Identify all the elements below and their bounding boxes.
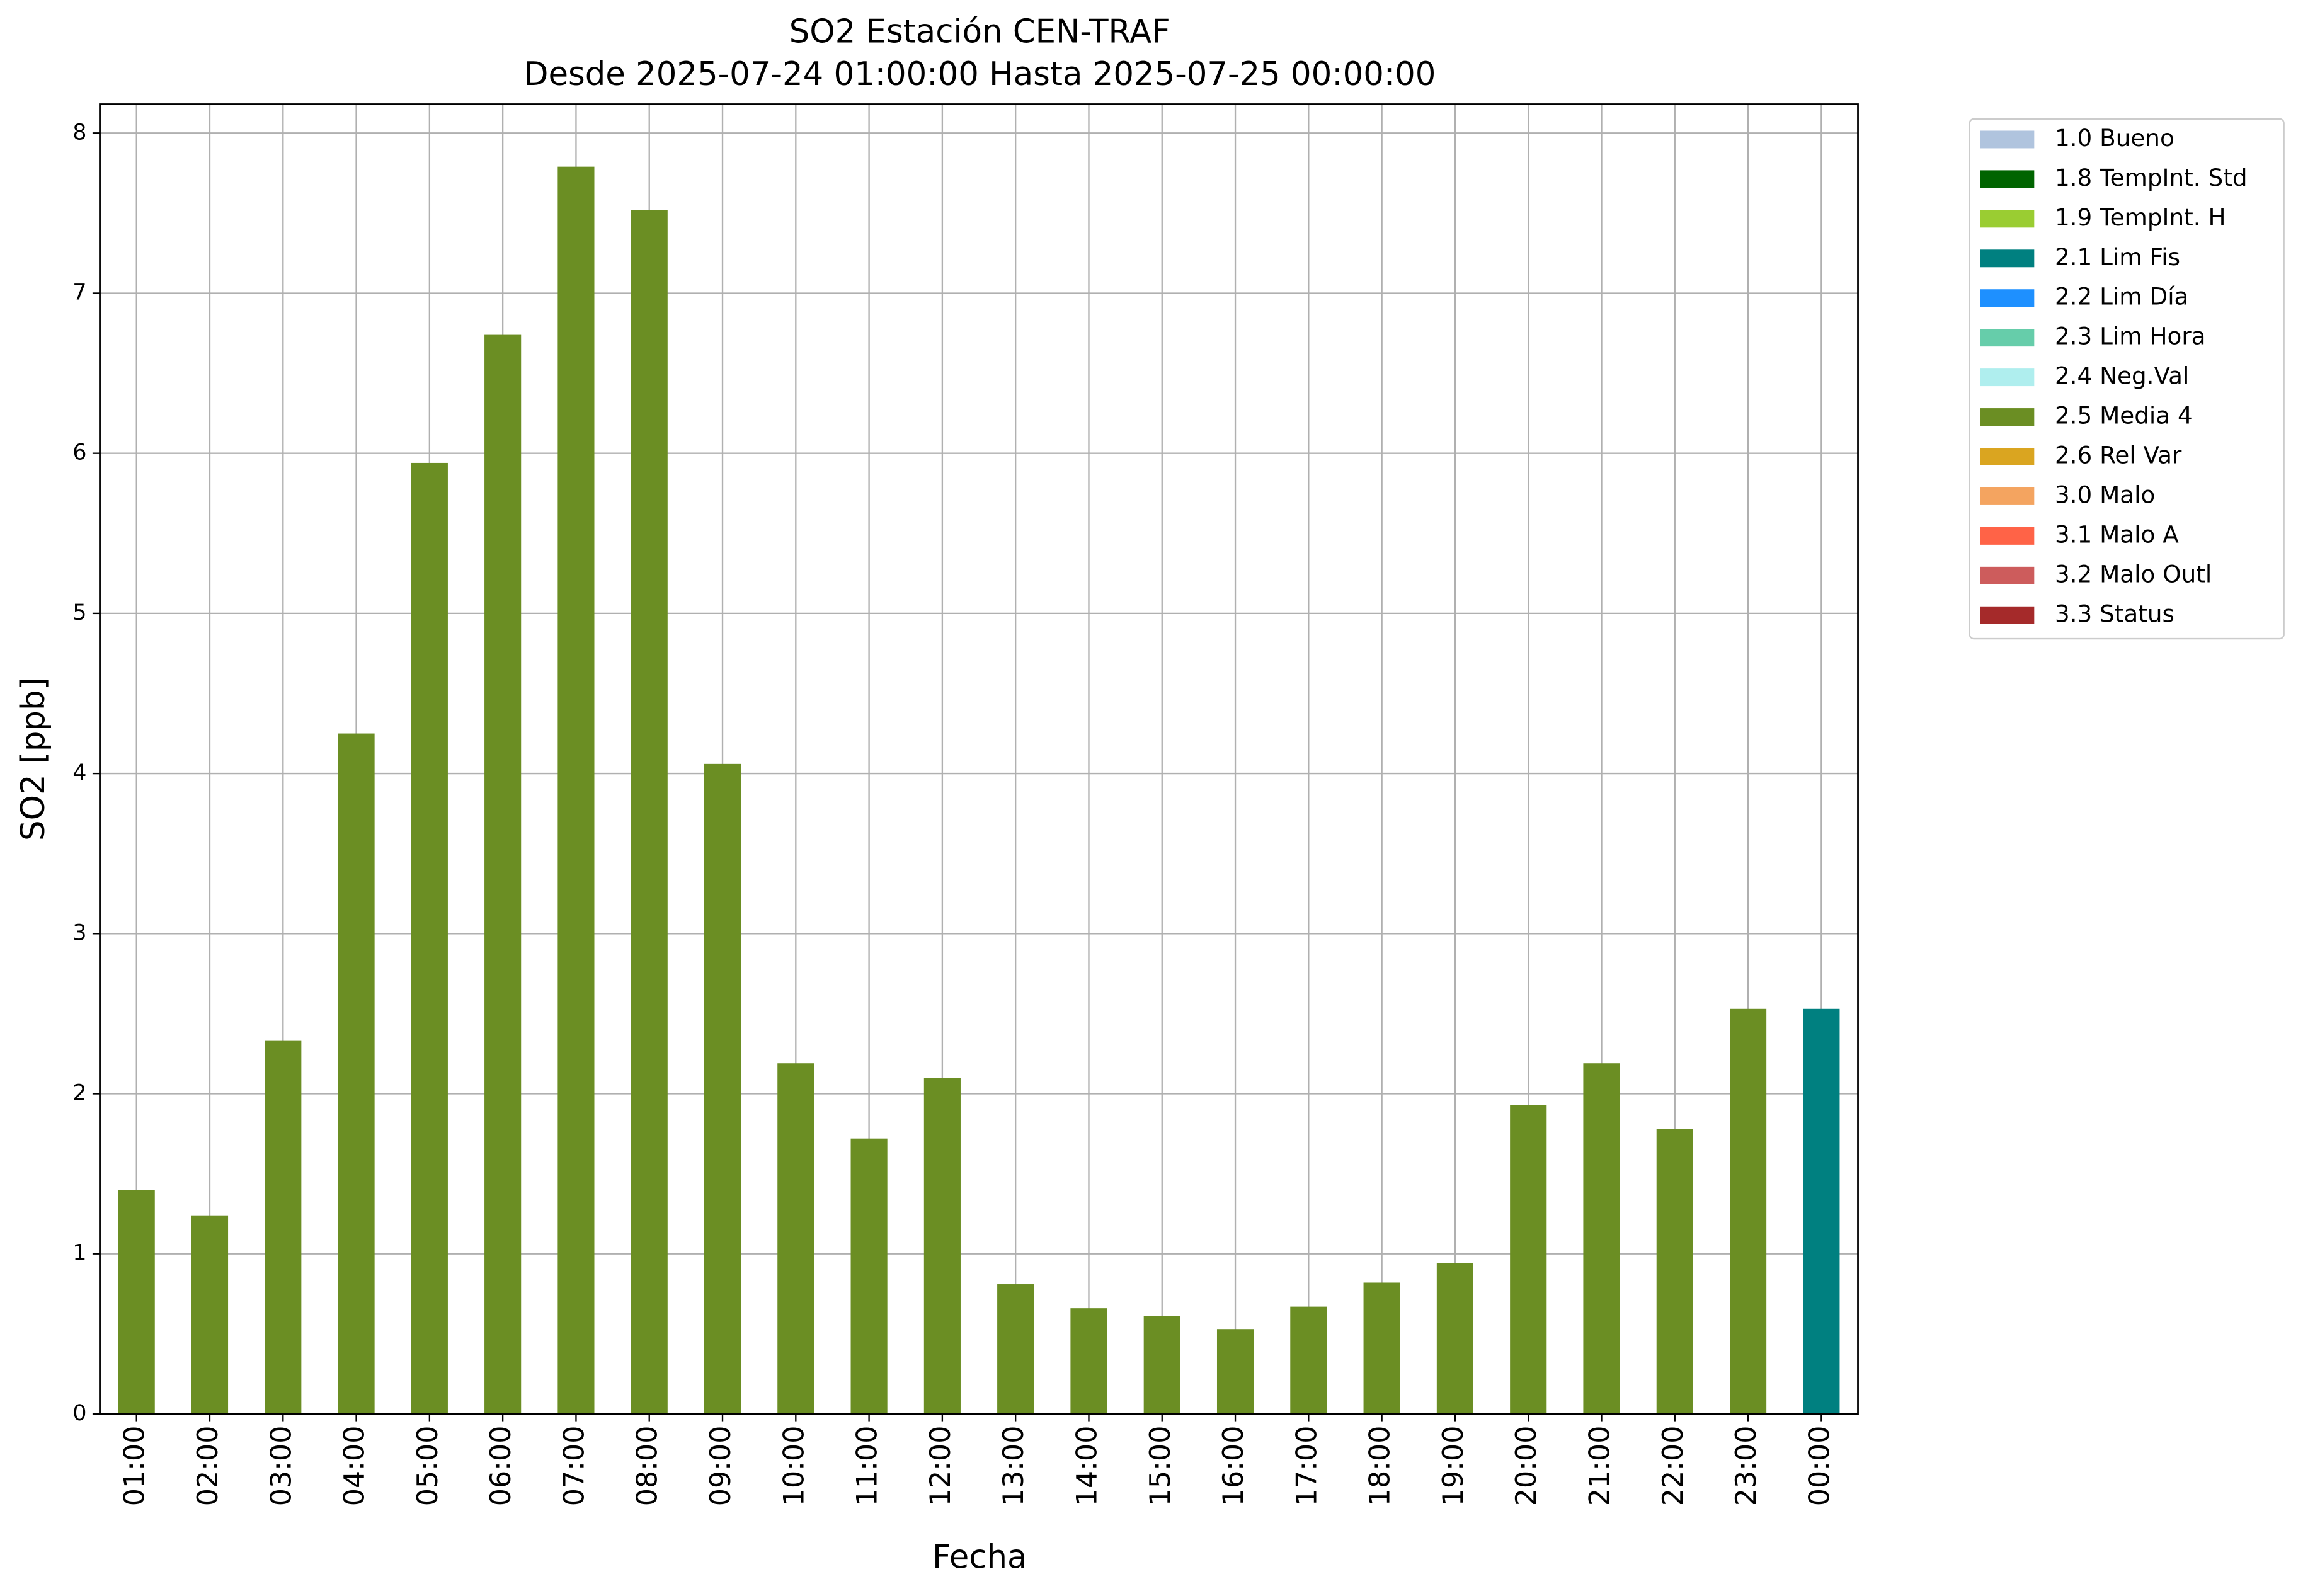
bar [1730,1008,1767,1414]
bar [265,1040,302,1414]
x-tick-label: 07:00 [558,1426,590,1507]
x-tick-label: 13:00 [998,1426,1030,1507]
legend-label: 3.1 Malo A [2055,520,2179,548]
x-tick-label: 03:00 [265,1426,297,1507]
legend-swatch [1980,566,2035,584]
legend-swatch [1980,210,2035,228]
bar [1363,1282,1400,1414]
legend-label: 2.5 Media 4 [2055,402,2193,430]
legend-label: 2.6 Rel Var [2055,442,2182,469]
x-tick-label: 08:00 [632,1426,664,1507]
y-tick-label: 6 [72,440,86,465]
legend-label: 3.0 Malo [2055,481,2155,508]
bar [704,763,741,1414]
chart-title: SO2 Estación CEN-TRAF [789,13,1170,51]
bar [997,1284,1034,1414]
y-axis-label: SO2 [ppb] [14,677,52,840]
x-tick-label: 18:00 [1364,1426,1397,1507]
bar [484,334,522,1414]
bar [923,1078,961,1414]
y-tick-label: 2 [72,1081,86,1106]
y-tick-label: 0 [72,1401,86,1426]
x-tick-label: 10:00 [778,1426,810,1507]
bar [338,733,375,1414]
bar [1656,1129,1693,1414]
y-tick-label: 3 [72,920,86,945]
x-tick-label: 01:00 [119,1426,151,1507]
legend-swatch [1980,408,2035,426]
legend-label: 2.3 Lim Hora [2055,322,2206,350]
x-tick-label: 14:00 [1071,1426,1103,1507]
x-tick-label: 11:00 [852,1426,884,1507]
bar [191,1215,229,1414]
x-tick-label: 15:00 [1145,1426,1177,1507]
y-tick-label: 1 [72,1241,86,1266]
legend-swatch [1980,448,2035,465]
x-tick-label: 09:00 [705,1426,737,1507]
y-tick-label: 5 [72,600,86,625]
bar [1216,1329,1254,1414]
x-tick-label: 21:00 [1584,1426,1616,1507]
legend-swatch [1980,527,2035,545]
bar [631,210,668,1414]
legend-swatch [1980,606,2035,624]
bar [1510,1105,1547,1414]
x-tick-label: 19:00 [1437,1426,1470,1507]
legend-swatch [1980,368,2035,387]
legend-label: 2.1 Lim Fis [2055,243,2180,271]
bar [1436,1263,1473,1414]
x-axis-label: Fecha [932,1539,1027,1576]
x-tick-label: 17:00 [1291,1426,1323,1507]
legend-swatch [1980,289,2035,307]
bar [557,166,595,1414]
x-tick-label: 04:00 [339,1426,371,1507]
bar [1583,1063,1620,1414]
legend-swatch [1980,487,2035,505]
plot-frame [99,103,1859,1415]
x-tick-label: 06:00 [485,1426,517,1507]
x-tick-label: 00:00 [1803,1426,1836,1507]
bar [1070,1308,1107,1414]
y-tick-label: 7 [72,280,86,305]
bar [1803,1008,1840,1414]
legend-label: 3.3 Status [2055,600,2174,627]
bar [118,1190,155,1414]
bar [777,1063,814,1414]
bar [411,462,448,1414]
bar [1290,1306,1327,1414]
legend-label: 2.2 Lim Día [2055,283,2188,311]
x-tick-label: 20:00 [1511,1426,1543,1507]
legend-frame [1969,118,2285,640]
x-tick-label: 05:00 [412,1426,444,1507]
legend-label: 1.8 TempInt. Std [2055,164,2248,191]
legend-label: 3.2 Malo Outl [2055,560,2212,588]
x-tick-label: 22:00 [1657,1426,1689,1507]
chart-subtitle: Desde 2025-07-24 01:00:00 Hasta 2025-07-… [523,55,1436,93]
legend-swatch [1980,249,2035,268]
legend-label: 1.0 Bueno [2055,124,2174,152]
x-tick-label: 12:00 [925,1426,957,1507]
bar [1143,1316,1180,1414]
legend-swatch [1980,170,2035,188]
legend-label: 1.9 TempInt. H [2055,203,2226,231]
x-tick-label: 02:00 [192,1426,224,1507]
bar [850,1138,888,1414]
y-tick-label: 8 [72,120,86,145]
legend-swatch [1980,130,2035,149]
legend-label: 2.4 Neg.Val [2055,362,2189,390]
x-tick-label: 16:00 [1218,1426,1250,1507]
legend-swatch [1980,329,2035,347]
x-tick-label: 23:00 [1730,1426,1763,1507]
y-tick-label: 4 [72,760,86,785]
